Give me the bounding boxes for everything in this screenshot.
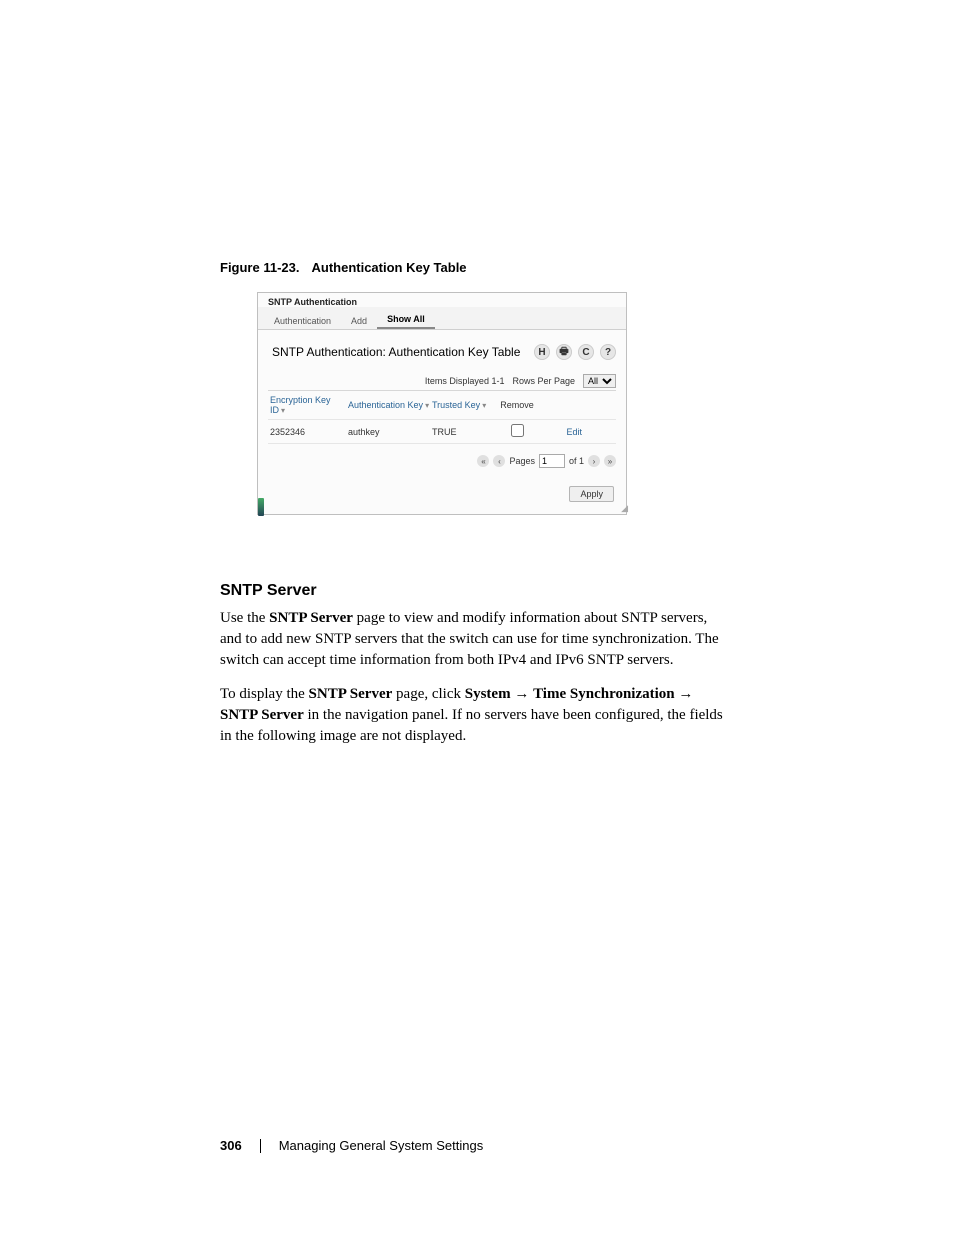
col-authentication-key[interactable]: Authentication Key▾ (348, 400, 432, 410)
cell-authentication-key: authkey (348, 427, 432, 437)
tab-bar: Authentication Add Show All (258, 307, 626, 330)
pager-last-button[interactable]: » (604, 455, 616, 467)
rows-per-page-select[interactable]: All (583, 374, 616, 388)
figure-caption: Figure 11-23. Authentication Key Table (220, 260, 467, 275)
panel-title: SNTP Authentication (258, 293, 626, 307)
cell-encryption-key-id: 2352346 (270, 427, 348, 437)
pager-page-input[interactable] (539, 454, 565, 468)
pager-pages-label: Pages (509, 456, 535, 466)
print-icon[interactable]: 🖶 (556, 344, 572, 360)
pager-prev-button[interactable]: ‹ (493, 455, 505, 467)
pager-first-button[interactable]: « (477, 455, 489, 467)
items-displayed-label: Items Displayed 1-1 (425, 376, 505, 386)
paragraph-2: To display the SNTP Server page, click S… (220, 683, 725, 747)
footer-section-title: Managing General System Settings (279, 1138, 484, 1153)
toolbar-icons: H 🖶 C ? (534, 344, 616, 360)
table-row: 2352346 authkey TRUE Edit (268, 420, 616, 444)
apply-button[interactable]: Apply (569, 486, 614, 502)
edit-link[interactable]: Edit (566, 427, 582, 437)
remove-checkbox[interactable] (511, 424, 524, 437)
cell-remove (492, 424, 542, 439)
window-accent (258, 498, 264, 516)
pager: « ‹ Pages of 1 › » (258, 450, 626, 472)
pager-of-label: of 1 (569, 456, 584, 466)
paragraph-1: Use the SNTP Server page to view and mod… (220, 608, 725, 671)
cell-edit: Edit (542, 427, 582, 437)
tab-show-all[interactable]: Show All (377, 311, 435, 329)
figure-title: Authentication Key Table (311, 260, 466, 275)
resize-grip-icon: ◢ (621, 503, 628, 514)
col-encryption-key-id[interactable]: Encryption Key ID▾ (270, 395, 348, 415)
screenshot-container: SNTP Authentication Authentication Add S… (257, 292, 627, 515)
help-icon[interactable]: ? (600, 344, 616, 360)
page-title: SNTP Authentication: Authentication Key … (272, 345, 520, 359)
table-header-row: Encryption Key ID▾ Authentication Key▾ T… (268, 391, 616, 420)
page-footer: 306 Managing General System Settings (220, 1138, 483, 1153)
footer-divider (260, 1139, 261, 1153)
col-trusted-key[interactable]: Trusted Key▾ (432, 400, 492, 410)
refresh-icon[interactable]: C (578, 344, 594, 360)
page-number: 306 (220, 1138, 242, 1153)
tab-authentication[interactable]: Authentication (264, 313, 341, 329)
tab-add[interactable]: Add (341, 313, 377, 329)
col-remove: Remove (492, 400, 542, 410)
section-heading: SNTP Server (220, 580, 725, 602)
rows-per-page-label: Rows Per Page (512, 376, 575, 386)
save-icon[interactable]: H (534, 344, 550, 360)
cell-trusted-key: TRUE (432, 427, 492, 437)
figure-label: Figure 11-23. (220, 260, 299, 275)
pager-next-button[interactable]: › (588, 455, 600, 467)
auth-key-table: Encryption Key ID▾ Authentication Key▾ T… (268, 390, 616, 444)
